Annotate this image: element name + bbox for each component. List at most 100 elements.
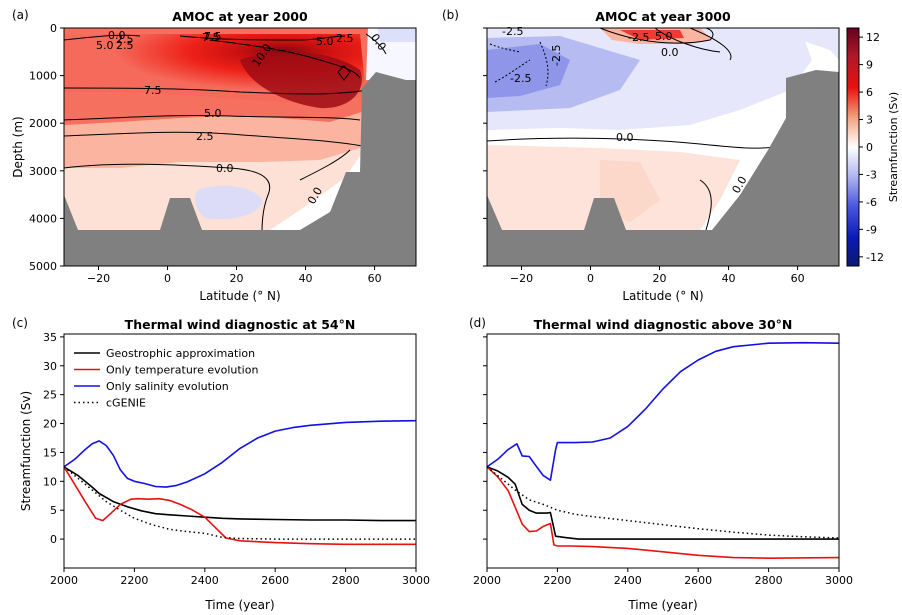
panel-b-contour-label: 0.0 [661,46,679,59]
y-tick-label: 30 [43,360,57,373]
panel-a-contour-label: 7.5 [202,31,220,44]
y-tick-label: 35 [43,331,57,344]
series-cgenie [487,466,839,539]
panel-a-contour-label: 5.0 [316,35,334,48]
series-only-salinity-evolution [487,341,839,482]
x-tick-label: 60 [368,272,382,285]
y-tick-label: 5000 [29,260,57,273]
panel-c-label: (c) [12,316,28,330]
y-tick-label: 2000 [29,117,57,130]
y-tick-label: 25 [43,389,57,402]
y-tick-label: 5 [50,504,57,517]
x-tick-label: 3000 [825,574,853,587]
x-tick-label: 2800 [755,574,783,587]
x-tick-label: 0 [587,272,594,285]
x-tick-label: 2400 [614,574,642,587]
x-tick-label: 20 [653,272,667,285]
x-tick-label: 2200 [543,574,571,587]
panel-c-title: Thermal wind diagnostic at 54°N [125,317,356,332]
legend-label: Geostrophic approximation [106,347,255,360]
x-tick-label: 2000 [50,574,78,587]
panel-c-xlabel: Time (year) [204,598,274,612]
y-tick-label: 3000 [29,165,57,178]
panel-b-field [487,28,839,266]
panel-a-ylabel: Depth (m) [11,116,25,177]
series-only-temperature-evolution [487,466,839,560]
panel-d-xlabel: Time (year) [627,598,697,612]
panel-c-legend: Geostrophic approximation Only temperatur… [74,347,258,410]
panel-b-title: AMOC at year 3000 [595,9,731,24]
panel-a-axes: −20 0 20 40 60 0 1000 2000 3000 4000 5000 [29,22,382,285]
panel-b-contour-label: 0.0 [616,131,634,144]
series-geostrophic-approximation [64,466,416,522]
panel-c-line-chart: (c) Thermal wind diagnostic at 54°N 2000… [12,316,430,612]
panel-a-field [64,28,416,266]
series-cgenie [64,466,416,540]
panel-a-contour-label: 5.0 [204,107,222,120]
panel-a-contour-label: 7.5 [204,30,222,43]
panel-b-contour-labels: -2.5 -2.5 -2.5 0.0 0.0 0.0 -2.5 5.0 [502,25,750,196]
series-geostrophic-approximation [487,466,839,540]
panel-c-series [64,419,416,546]
colorbar-tick-label: 0 [866,141,873,154]
panel-a-land [64,72,416,266]
panel-a-contour-label: 2.5 [116,39,134,52]
panel-d-line-chart: (d) Thermal wind diagnostic above 30°N 2… [469,316,853,612]
panel-b-label: (b) [442,8,459,22]
panel-a-contour-label: 5.0 [96,39,114,52]
x-tick-label: −20 [510,272,533,285]
x-tick-label: 40 [722,272,736,285]
y-tick-label: 0 [50,22,57,35]
series-only-salinity-evolution [64,419,416,488]
colorbar: 12 9 6 3 0 -3 -6 -9 -12 Streamfunction (Sv) [846,27,900,267]
panel-b-contour-label: -2.5 [502,25,523,38]
colorbar-tick-label: -3 [866,168,877,181]
y-tick-label: 0 [50,533,57,546]
panel-c-ylabel: Streamfunction (Sv) [19,391,33,511]
panel-b-contour-label: 5.0 [655,30,673,43]
colorbar-label: Streamfunction (Sv) [887,92,900,202]
panel-d-title: Thermal wind diagnostic above 30°N [534,317,793,332]
panel-a-label: (a) [12,8,29,22]
panel-b-negative-core [487,44,570,98]
panel-a-contour-label: 2.5 [336,32,354,45]
panel-b-contour-plot: (b) AMOC at year 3000 [442,8,840,303]
panel-d-label: (d) [469,316,486,330]
x-tick-label: 2800 [332,574,360,587]
x-tick-label: 2200 [120,574,148,587]
colorbar-tick-label: 6 [866,86,873,99]
series-only-temperature-evolution [64,466,416,546]
colorbar-gradient [846,27,860,267]
y-tick-label: 15 [43,446,57,459]
y-tick-label: 10 [43,475,57,488]
x-tick-label: 20 [230,272,244,285]
panel-a-xlabel: Latitude (° N) [199,289,280,303]
x-tick-label: 2400 [191,574,219,587]
panel-a-contour-label: 0.0 [108,29,126,42]
x-tick-label: 2600 [684,574,712,587]
x-tick-label: 60 [791,272,805,285]
x-tick-label: 0 [164,272,171,285]
x-tick-label: 2600 [261,574,289,587]
legend-label: cGENIE [106,397,146,410]
y-tick-label: 20 [43,418,57,431]
panel-b-contour-label: -2.5 [550,45,563,66]
panel-b-contour-label: -2.5 [510,72,531,85]
colorbar-tick-label: -9 [866,223,877,236]
panel-b-axes: −20 0 20 40 60 [483,27,805,285]
panel-a-cell-core [240,51,362,109]
legend-label: Only temperature evolution [106,364,258,377]
panel-a-contour-label: 2.5 [196,130,214,143]
colorbar-tick-label: 12 [866,31,880,44]
x-tick-label: 40 [299,272,313,285]
panel-a-contour-plot: (a) AMOC at year 2000 [11,8,417,303]
y-tick-label: 4000 [29,212,57,225]
panel-b-land [487,70,839,266]
colorbar-tick-label: -12 [866,251,884,264]
colorbar-tick-label: 9 [866,59,873,72]
colorbar-tick-label: -6 [866,196,877,209]
x-tick-label: −20 [87,272,110,285]
panel-b-contour-label: -2.5 [628,31,649,44]
panel-a-contour-label: 2.5 [116,33,134,46]
